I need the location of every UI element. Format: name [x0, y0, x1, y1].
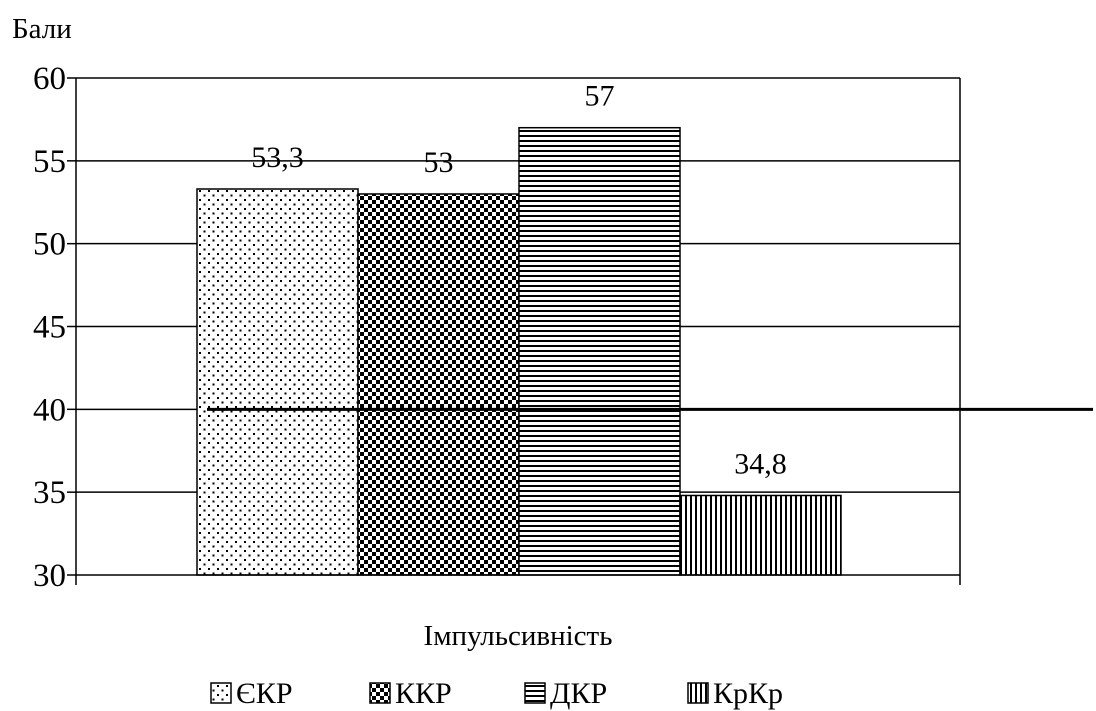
legend: ЄКР ККР ДКР КрКр	[210, 677, 783, 710]
bar-1	[196, 188, 359, 576]
y-tick-label: 35	[33, 475, 66, 511]
y-tick-label: 45	[33, 310, 66, 346]
legend-label: КрКр	[713, 677, 783, 710]
data-label: 57	[585, 80, 615, 113]
legend-swatch	[369, 682, 391, 704]
data-label: 53,3	[251, 141, 304, 174]
legend-swatch	[687, 682, 709, 704]
legend-label: ККР	[395, 677, 452, 710]
x-axis-label: Імпульсивність	[424, 620, 613, 652]
y-tick-label: 40	[33, 392, 66, 428]
bars	[196, 126, 842, 576]
legend-label: ДКР	[550, 677, 607, 710]
y-tick-label: 50	[33, 227, 66, 263]
y-tick-label: 60	[33, 61, 66, 97]
legend-swatch	[210, 682, 232, 704]
legend-swatch	[524, 682, 546, 704]
legend-item: КрКр	[687, 677, 783, 710]
y-tick-labels: 30 35 40 45 50 55 60	[33, 61, 66, 594]
y-tick-label: 55	[33, 144, 66, 180]
legend-item: ККР	[369, 677, 452, 710]
bar-2	[357, 193, 520, 576]
y-axis-label: Бали	[12, 13, 72, 45]
axes	[67, 77, 961, 585]
data-label: 34,8	[734, 447, 787, 480]
y-tick-label: 30	[33, 558, 66, 594]
legend-label: ЄКР	[236, 677, 293, 710]
bar-3	[518, 126, 681, 576]
legend-item: ДКР	[524, 677, 607, 710]
legend-item: ЄКР	[210, 677, 293, 710]
data-label: 53	[424, 146, 454, 179]
data-labels: 53,3 53 57 34,8	[251, 80, 787, 481]
bar-4	[679, 494, 842, 576]
